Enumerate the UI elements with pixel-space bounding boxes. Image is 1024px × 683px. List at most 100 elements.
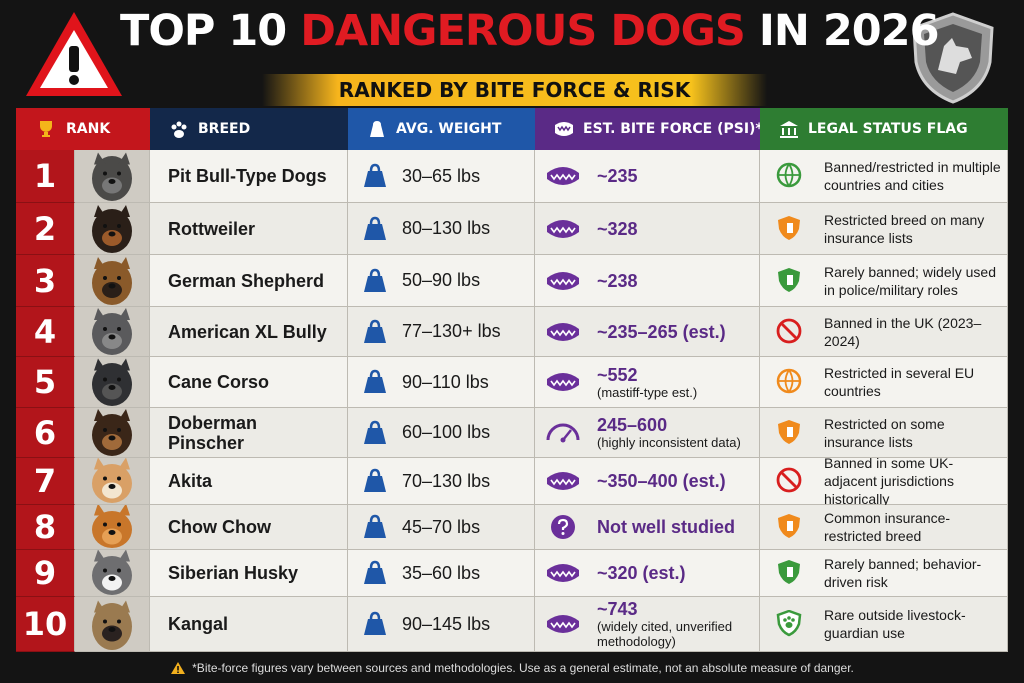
- weight-value: 60–100 lbs: [402, 422, 491, 442]
- column-header: BREED: [150, 108, 348, 150]
- legal-status: Banned/restricted in multiple countries …: [824, 159, 1001, 193]
- bite-force-value: ~743: [597, 599, 638, 619]
- bite-text: ~235: [597, 166, 638, 186]
- weight-cell: 77–130+ lbs: [348, 307, 535, 357]
- rank-cell: 2: [16, 203, 75, 255]
- column-header: LEGAL STATUS FLAG: [760, 108, 1008, 150]
- legal-icon: [776, 162, 802, 188]
- header-icon: [780, 121, 798, 138]
- footer: *Bite-force figures vary between sources…: [0, 655, 1024, 681]
- legal-cell: Restricted breed on many insurance lists: [760, 203, 1008, 255]
- bite-text: ~552 (mastiff-type est.): [597, 365, 697, 400]
- weight-value: 70–130 lbs: [402, 470, 491, 491]
- breed-name: Rottweiler: [168, 218, 256, 239]
- header-icon: [40, 121, 52, 137]
- legal-status: Common insurance-restricted breed: [824, 510, 951, 544]
- bite-force-value: ~552: [597, 364, 638, 385]
- bite-cell: 245–600 (highly inconsistent data): [535, 408, 760, 458]
- dog-portrait: [92, 505, 132, 548]
- legal-icon: [776, 368, 802, 394]
- weight-value: 90–145 lbs: [402, 613, 491, 634]
- weight-icon: [364, 369, 386, 393]
- bite-cell: ~350–400 (est.): [535, 458, 760, 505]
- breed-cell: Siberian Husky: [150, 550, 348, 597]
- bite-text: Not well studied: [597, 517, 735, 537]
- weight-cell: 45–70 lbs: [348, 505, 535, 550]
- weight-icon: [364, 420, 386, 444]
- breed-cell: Pit Bull-Type Dogs: [150, 150, 348, 203]
- bite-text: ~350–400 (est.): [597, 471, 726, 491]
- legal-icon: [778, 267, 800, 292]
- dog-portrait: [92, 307, 132, 355]
- legal-icon: [778, 514, 800, 538]
- breed-name: Doberman Pinscher: [168, 412, 258, 453]
- weight-icon: [364, 216, 386, 240]
- weight-value: 80–130 lbs: [402, 218, 491, 238]
- header-icon: [555, 122, 573, 136]
- weight-value: 77–130+ lbs: [402, 321, 501, 341]
- bite-force-value: Not well studied: [597, 517, 736, 537]
- bite-force-value: ~328: [597, 218, 638, 239]
- dog-portrait: [92, 458, 132, 503]
- bite-cell: ~235–265 (est.): [535, 307, 760, 357]
- bite-icon: [551, 515, 575, 539]
- weight-icon: [364, 468, 386, 492]
- dog-photo: [75, 408, 150, 458]
- bite-force-value: ~320 (est.): [597, 563, 686, 583]
- footer-warning-icon: [171, 662, 186, 674]
- dog-photo: [75, 357, 150, 408]
- legal-icon: [776, 467, 802, 493]
- weight-value: 45–70 lbs: [402, 516, 481, 537]
- weight-cell: 90–110 lbs: [348, 357, 535, 408]
- bite-note: (mastiff-type est.): [597, 384, 698, 400]
- dog-portrait: [92, 600, 132, 650]
- legal-icon: [778, 419, 800, 444]
- column-header: AVG. WEIGHT: [348, 108, 535, 150]
- legal-status: Restricted in several EU countries: [824, 365, 975, 399]
- bite-text: ~238: [597, 271, 638, 291]
- footer-note: *Bite-force figures vary between sources…: [192, 661, 854, 675]
- bite-force-value: ~350–400 (est.): [597, 471, 726, 491]
- dog-photo: [75, 458, 150, 505]
- weight-icon: [364, 514, 386, 538]
- breed-name: Kangal: [168, 614, 229, 634]
- weight-icon: [364, 268, 386, 292]
- weight-icon: [364, 560, 386, 584]
- column-title: BREED: [198, 121, 251, 137]
- rank-cell: 4: [16, 307, 75, 357]
- weight-cell: 60–100 lbs: [348, 408, 535, 458]
- weight-icon: [364, 163, 386, 187]
- title-end: IN 2026: [758, 6, 940, 56]
- column-title: EST. BITE FORCE (PSI)*: [583, 121, 763, 137]
- breed-name: German Shepherd: [168, 270, 325, 291]
- weight-cell: 80–130 lbs: [348, 203, 535, 255]
- rank-cell: 9: [16, 550, 75, 597]
- bite-icon: [547, 167, 579, 185]
- weight-cell: 30–65 lbs: [348, 150, 535, 203]
- dog-photo: [75, 550, 150, 597]
- dog-portrait: [92, 358, 132, 406]
- dog-portrait: [92, 152, 132, 201]
- bite-text: ~320 (est.): [597, 563, 686, 583]
- legal-status: Rare outside livestock-guardian use: [824, 607, 966, 641]
- bite-force-value: ~235: [597, 166, 638, 186]
- legal-icon: [776, 318, 802, 343]
- dog-portrait: [92, 550, 132, 595]
- breed-name: Cane Corso: [168, 372, 270, 392]
- weight-icon: [364, 611, 386, 635]
- breed-cell: Akita: [150, 458, 348, 505]
- legal-cell: Restricted in several EU countries: [760, 357, 1008, 408]
- dog-photo: [75, 203, 150, 255]
- legal-cell: Banned/restricted in multiple countries …: [760, 150, 1008, 203]
- bite-cell: ~328: [535, 203, 760, 255]
- legal-status: Banned in the UK (2023–2024): [824, 314, 982, 349]
- bite-icon: [547, 271, 579, 290]
- weight-cell: 35–60 lbs: [348, 550, 535, 597]
- bite-text: 245–600 (highly inconsistent data): [597, 415, 741, 450]
- breed-cell: German Shepherd: [150, 255, 348, 307]
- column-header: EST. BITE FORCE (PSI)*: [535, 108, 763, 150]
- title: TOP 10 DANGEROUS DOGS IN 2026: [120, 6, 939, 56]
- breed-name: Akita: [168, 471, 213, 491]
- bite-note: (highly inconsistent data): [597, 435, 741, 450]
- breed-name: Pit Bull-Type Dogs: [168, 166, 327, 186]
